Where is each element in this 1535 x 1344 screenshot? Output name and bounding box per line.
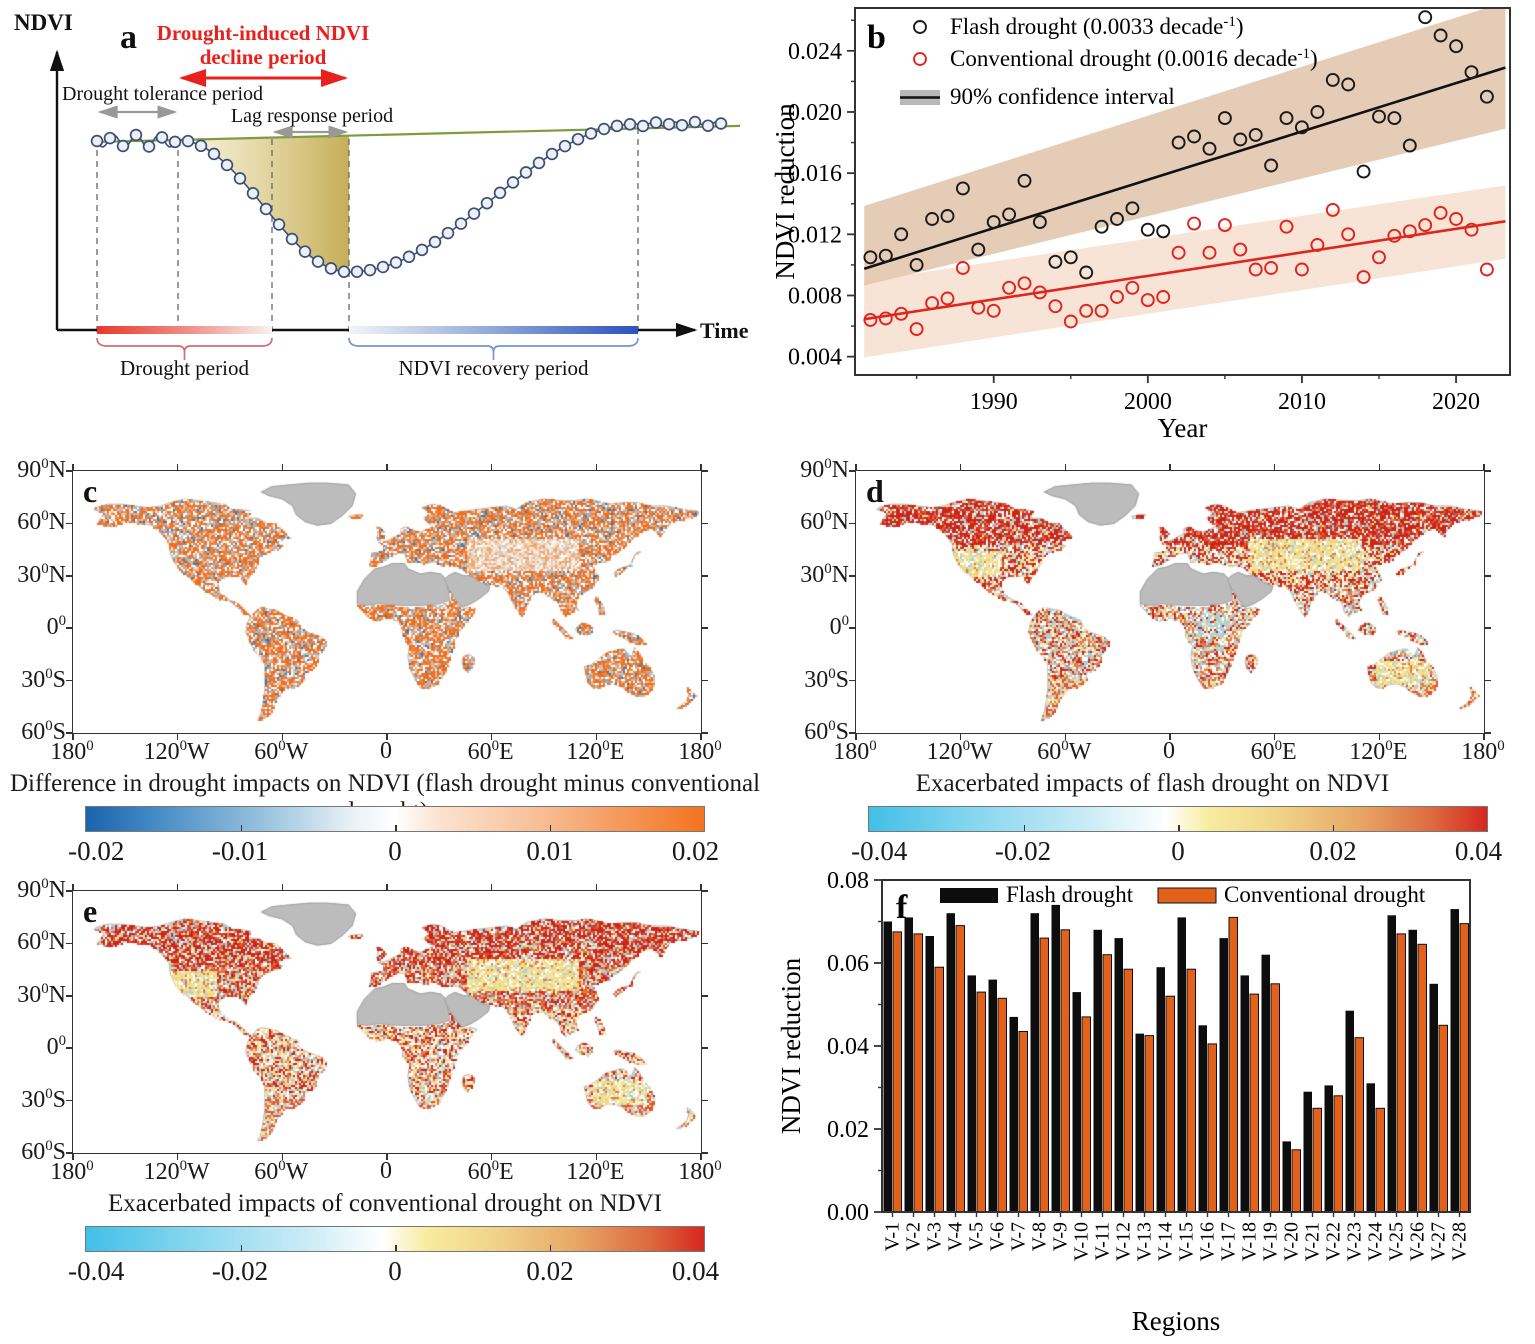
- colorbar-d: [868, 806, 1488, 832]
- map-caption-d: Exacerbated impacts of flash drought on …: [915, 770, 1390, 797]
- svg-text:Time: Time: [700, 318, 749, 343]
- svg-text:V-21: V-21: [1302, 1222, 1324, 1261]
- panel-e: 900N 600N 300N 00 300S 600S e 1800 1200W 600W 0 6…: [0, 860, 770, 1344]
- world-map-frame-e: e: [66, 884, 708, 1160]
- svg-text:V-4: V-4: [945, 1222, 967, 1251]
- svg-text:V-15: V-15: [1176, 1222, 1198, 1261]
- svg-text:NDVI recovery period: NDVI recovery period: [398, 356, 589, 380]
- svg-text:V-8: V-8: [1029, 1222, 1051, 1251]
- svg-text:Drought tolerance period: Drought tolerance period: [62, 83, 263, 105]
- svg-text:0.00: 0.00: [827, 1200, 869, 1226]
- svg-text:V-10: V-10: [1071, 1222, 1093, 1261]
- svg-text:V-3: V-3: [924, 1222, 946, 1251]
- panel-c: 900N 600N 300N 00 300S 600S c 1800 1200W 600W 0 6…: [0, 440, 770, 866]
- svg-text:f: f: [896, 889, 908, 926]
- svg-text:V-12: V-12: [1113, 1222, 1135, 1261]
- svg-text:0.016: 0.016: [788, 161, 842, 187]
- svg-text:V-26: V-26: [1407, 1222, 1429, 1261]
- colorbar-ticks-e: -0.04 -0.02 0 0.02 0.04: [68, 1256, 720, 1286]
- svg-text:90% confidence interval: 90% confidence interval: [950, 84, 1175, 109]
- svg-text:0.004: 0.004: [788, 345, 842, 371]
- world-map-canvas-e: [73, 891, 701, 1153]
- colorbar-e: [85, 1226, 705, 1252]
- latitude-axis-e: 900N 600N 300N 00 300S 600S: [17, 876, 66, 1165]
- svg-text:a: a: [120, 19, 137, 56]
- svg-text:2010: 2010: [1278, 389, 1326, 415]
- svg-text:0.020: 0.020: [788, 100, 842, 126]
- svg-text:V-18: V-18: [1239, 1222, 1261, 1261]
- svg-text:V-1: V-1: [882, 1222, 904, 1251]
- svg-text:V-24: V-24: [1365, 1222, 1387, 1261]
- map-caption-e: Exacerbated impacts of conventional drou…: [108, 1190, 662, 1217]
- svg-text:V-22: V-22: [1323, 1222, 1345, 1261]
- colorbar-ticks-d: -0.04 -0.02 0 0.02 0.04: [851, 836, 1503, 866]
- svg-text:V-25: V-25: [1386, 1222, 1408, 1261]
- svg-text:1990: 1990: [970, 389, 1018, 415]
- svg-text:Year: Year: [1158, 413, 1208, 440]
- svg-text:0.04: 0.04: [827, 1034, 869, 1060]
- longitude-axis-c: 1800 1200W 600W 0 600E 1200E 1800: [50, 738, 722, 765]
- svg-text:0.08: 0.08: [827, 868, 869, 894]
- svg-text:Flash drought (0.0033 decade-1: Flash drought (0.0033 decade-1): [950, 14, 1244, 39]
- panel-b: 0.004 0.008 0.012 0.016 0.020 0.024 1990 2000 20…: [770, 0, 1535, 440]
- svg-text:2000: 2000: [1124, 389, 1172, 415]
- svg-text:V-20: V-20: [1281, 1222, 1303, 1261]
- svg-text:V-17: V-17: [1218, 1222, 1240, 1261]
- colorbar-c: [85, 806, 705, 832]
- svg-text:b: b: [867, 19, 886, 56]
- longitude-axis-d: 1800 1200W 600W 0 600E 1200E 1800: [833, 738, 1505, 765]
- panel-f: 0.00 0.02 0.04 0.06 0.08 V-1 V-2 V-3 V-4 V-5 V-6 V-…: [770, 860, 1535, 1344]
- world-map-frame-c: c: [66, 464, 708, 740]
- world-map-frame-d: d: [849, 464, 1491, 740]
- svg-text:Drought-induced NDVI: Drought-induced NDVI: [157, 21, 370, 45]
- svg-text:V-6: V-6: [987, 1222, 1009, 1251]
- ndvi-trend-scatter-chart: 0.004 0.008 0.012 0.016 0.020 0.024 1990 2000 20…: [770, 7, 1511, 440]
- svg-text:0.012: 0.012: [788, 222, 842, 248]
- svg-text:Lag response period: Lag response period: [231, 105, 393, 127]
- svg-text:V-11: V-11: [1092, 1222, 1114, 1261]
- svg-text:V-28: V-28: [1449, 1222, 1471, 1261]
- svg-text:decline period: decline period: [200, 45, 327, 69]
- svg-text:V-19: V-19: [1260, 1222, 1282, 1261]
- svg-text:Flash drought: Flash drought: [1006, 882, 1134, 907]
- svg-text:NDVI reduction: NDVI reduction: [770, 103, 800, 280]
- world-map-canvas-c: [73, 471, 701, 733]
- svg-text:0.008: 0.008: [788, 283, 842, 309]
- panel-letter-e: e: [83, 893, 98, 929]
- panel-a: NDVI a Drought-induced NDVI decline period D…: [0, 0, 770, 440]
- svg-text:Conventional drought: Conventional drought: [1224, 882, 1426, 907]
- latitude-axis-c: 900N 600N 300N 00 300S 600S: [17, 456, 66, 745]
- panel-d: 900N 600N 300N 00 300S 600S d 1800 1200W 600W 0 6…: [770, 440, 1535, 866]
- svg-text:V-5: V-5: [966, 1222, 988, 1251]
- svg-text:V-23: V-23: [1344, 1222, 1366, 1261]
- svg-text:0.02: 0.02: [827, 1117, 869, 1143]
- panel-letter-d: d: [866, 473, 884, 509]
- svg-text:V-14: V-14: [1155, 1222, 1177, 1261]
- svg-text:V-13: V-13: [1134, 1222, 1156, 1261]
- svg-text:V-9: V-9: [1050, 1222, 1072, 1251]
- svg-text:V-16: V-16: [1197, 1222, 1219, 1261]
- panel-letter-c: c: [83, 473, 98, 509]
- regional-bar-chart: 0.000.020.040.060.08V-1 V-2 V-3 V-4 V-5 V-6 V-…: [776, 868, 1471, 1336]
- svg-text:Regions: Regions: [1132, 1306, 1221, 1336]
- svg-text:Conventional drought (0.0016 d: Conventional drought (0.0016 decade-1): [950, 46, 1318, 71]
- svg-text:0.06: 0.06: [827, 951, 869, 977]
- svg-text:NDVI reduction: NDVI reduction: [776, 957, 806, 1134]
- longitude-axis-e: 1800 1200W 600W 0 600E 1200E 1800: [50, 1158, 722, 1185]
- svg-text:NDVI: NDVI: [14, 10, 73, 35]
- svg-text:0.024: 0.024: [788, 39, 842, 65]
- svg-text:V-7: V-7: [1008, 1222, 1030, 1251]
- svg-text:2020: 2020: [1432, 389, 1480, 415]
- world-map-canvas-d: [856, 471, 1484, 733]
- svg-text:V-27: V-27: [1428, 1222, 1450, 1261]
- svg-text:V-2: V-2: [903, 1222, 925, 1251]
- colorbar-ticks-c: -0.02 -0.01 0 0.01 0.02: [68, 836, 720, 866]
- latitude-axis-d: 900N 600N 300N 00 300S 600S: [800, 456, 849, 745]
- svg-text:Drought period: Drought period: [120, 356, 249, 380]
